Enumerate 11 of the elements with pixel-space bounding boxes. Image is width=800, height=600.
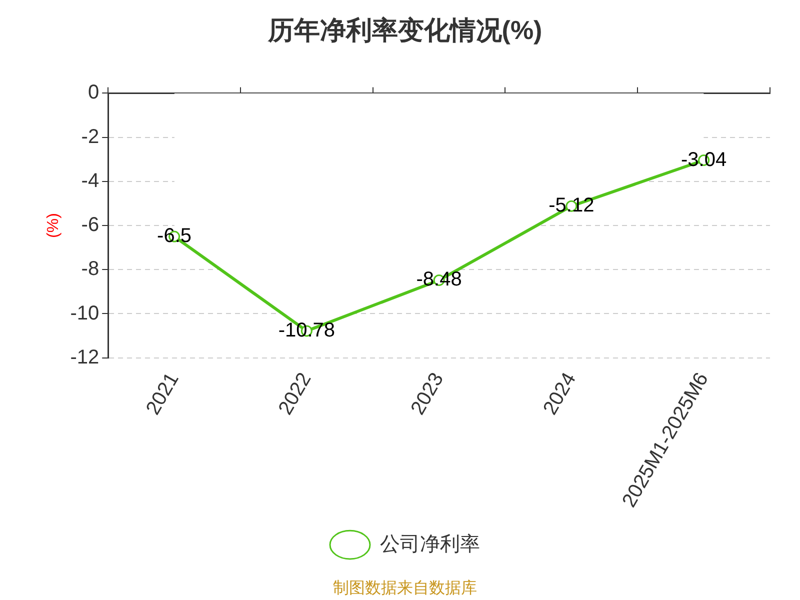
y-tick-label: 0 bbox=[88, 82, 100, 104]
y-tick-label: -4 bbox=[81, 170, 100, 192]
text: 制图数据来自数据库 bbox=[333, 578, 477, 597]
y-tick-label: -10 bbox=[70, 302, 100, 324]
y-tick-label: -2 bbox=[81, 126, 100, 148]
y-tick-label: -12 bbox=[70, 346, 100, 368]
y-axis-title: (%) bbox=[45, 213, 62, 238]
legend-label: 公司净利率 bbox=[380, 533, 480, 556]
chart-title: 历年净利率变化情况(%) bbox=[266, 14, 542, 45]
y-tick-label: -6 bbox=[81, 214, 100, 236]
y-tick-label: -8 bbox=[81, 258, 100, 280]
